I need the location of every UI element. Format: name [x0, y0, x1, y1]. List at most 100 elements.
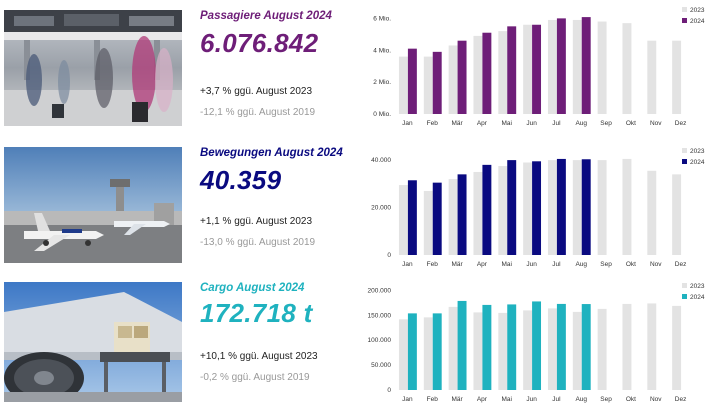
y-tick-label: 4 Mio.: [373, 47, 391, 54]
x-tick-label: Jan: [402, 396, 413, 403]
bar-2023-Mär: [448, 45, 458, 114]
x-tick-label: Feb: [427, 261, 439, 268]
bar-2023-Jul: [547, 19, 557, 114]
x-tick-label: Nov: [650, 120, 662, 127]
x-tick-label: Nov: [650, 261, 662, 268]
legend-label-2024: 2024: [690, 159, 705, 166]
kpi-title: Passagiere August 2024: [200, 10, 332, 22]
bar-2023-Dez: [672, 174, 682, 255]
bar-2024-Jan: [407, 180, 417, 255]
y-tick-label: 200.000: [368, 287, 392, 294]
bar-2024-Aug: [581, 159, 591, 255]
x-tick-label: Apr: [477, 120, 488, 127]
bar-2023-Jun: [523, 162, 533, 255]
x-tick-label: Dez: [675, 120, 687, 127]
bar-2023-Mai: [498, 312, 508, 390]
cargo-chart: 0 50.000 100.000 150.000 200.000 Jan Feb Mär Apr…: [355, 280, 710, 405]
bar-2023-Sep: [597, 160, 607, 255]
bar-2023-Okt: [622, 158, 632, 255]
x-tick-label: Mai: [502, 261, 512, 268]
bar-2024-Mär: [457, 300, 467, 390]
x-tick-label: Sep: [600, 120, 612, 127]
bar-2023-Aug: [572, 311, 582, 390]
movements-bar-chart: 0 20.000 40.000 Jan Feb Mär Apr Mai Jun Jul Aug Sep…: [371, 148, 705, 268]
bar-2024-Jun: [532, 24, 542, 114]
x-tick-label: Aug: [575, 396, 587, 403]
bar-2023-Okt: [622, 303, 632, 390]
bar-2023-Jun: [523, 24, 533, 114]
x-tick-label: Feb: [427, 396, 439, 403]
x-tick-label: Mär: [451, 120, 463, 127]
bar-2023-Nov: [647, 40, 657, 114]
legend-swatch-2023: [682, 7, 687, 12]
y-tick-label: 20.000: [371, 205, 391, 212]
y-tick-label: 40.000: [371, 157, 391, 164]
x-tick-label: Apr: [477, 261, 488, 268]
airport-terminal-photo: [4, 10, 182, 126]
kpi-delta-2019: -12,1 % ggü. August 2019: [200, 107, 316, 118]
bar-2023-Jan: [398, 56, 408, 114]
bar-2023-Jul: [547, 160, 557, 255]
kpi-delta-2019: -0,2 % ggü. August 2019: [200, 372, 310, 383]
x-tick-label: Mär: [451, 261, 463, 268]
kpi-value: 172.718 t: [200, 298, 313, 328]
legend-label-2023: 2023: [690, 7, 705, 14]
x-tick-label: Dez: [675, 261, 687, 268]
kpi-title: Cargo August 2024: [200, 282, 305, 294]
bar-2024-Mai: [507, 26, 517, 114]
cargo-kpi: Cargo August 2024 172.718 t +10,1 % ggü.…: [200, 272, 350, 402]
kpi-value: 40.359: [200, 165, 282, 195]
bar-2023-Apr: [473, 171, 483, 255]
x-tick-label: Mär: [451, 396, 463, 403]
bar-2023-Mai: [498, 166, 508, 255]
bar-2023-Feb: [423, 190, 433, 255]
bar-2023-Sep: [597, 308, 607, 390]
y-tick-label: 0: [387, 252, 391, 259]
legend-swatch-2023: [682, 148, 687, 153]
bar-2024-Aug: [581, 17, 591, 115]
bar-2024-Mai: [507, 160, 517, 255]
kpi-delta-prev-year: +1,1 % ggü. August 2023: [200, 216, 313, 227]
y-tick-label: 0: [387, 387, 391, 394]
passengers-chart: 0 Mio. 2 Mio. 4 Mio. 6 Mio. Jan Feb Mär Apr Mai J…: [355, 4, 710, 129]
kpi-value: 6.076.842: [200, 28, 319, 58]
legend-swatch-2024: [682, 294, 687, 299]
bar-2024-Feb: [432, 51, 442, 114]
legend-swatch-2024: [682, 159, 687, 164]
x-tick-label: Mai: [502, 396, 512, 403]
bar-2024-Jul: [556, 18, 566, 114]
x-tick-label: Dez: [675, 396, 687, 403]
bar-2023-Mär: [448, 179, 458, 255]
legend-label-2023: 2023: [690, 148, 705, 155]
cargo-bar-chart: 0 50.000 100.000 150.000 200.000 Jan Feb Mär Apr…: [368, 283, 705, 403]
bar-2023-Aug: [572, 160, 582, 255]
bar-2024-Apr: [482, 32, 492, 114]
bar-2023-Dez: [672, 40, 682, 114]
x-tick-label: Jan: [402, 261, 413, 268]
x-tick-label: Sep: [600, 396, 612, 403]
y-tick-label: 2 Mio.: [373, 79, 391, 86]
bar-2023-Sep: [597, 21, 607, 114]
x-tick-label: Aug: [575, 261, 587, 268]
x-tick-label: Okt: [626, 120, 636, 127]
bar-2023-Jan: [398, 185, 408, 255]
bar-2023-Mai: [498, 31, 508, 114]
bar-2024-Jun: [532, 301, 542, 390]
x-tick-label: Jan: [402, 120, 413, 127]
x-tick-label: Jun: [526, 396, 537, 403]
x-tick-label: Aug: [575, 120, 587, 127]
x-tick-label: Jul: [552, 120, 561, 127]
bar-2023-Jun: [523, 310, 533, 390]
bar-2024-Feb: [432, 313, 442, 390]
x-tick-label: Mai: [502, 120, 512, 127]
kpi-title: Bewegungen August 2024: [200, 147, 343, 159]
x-tick-label: Apr: [477, 396, 488, 403]
bar-2024-Apr: [482, 304, 492, 390]
y-tick-label: 150.000: [368, 312, 392, 319]
x-tick-label: Feb: [427, 120, 439, 127]
cargo-loading-photo: [4, 282, 182, 402]
bar-2024-Apr: [482, 164, 492, 255]
x-tick-label: Okt: [626, 261, 636, 268]
bar-2023-Nov: [647, 303, 657, 390]
x-tick-label: Jul: [552, 396, 561, 403]
